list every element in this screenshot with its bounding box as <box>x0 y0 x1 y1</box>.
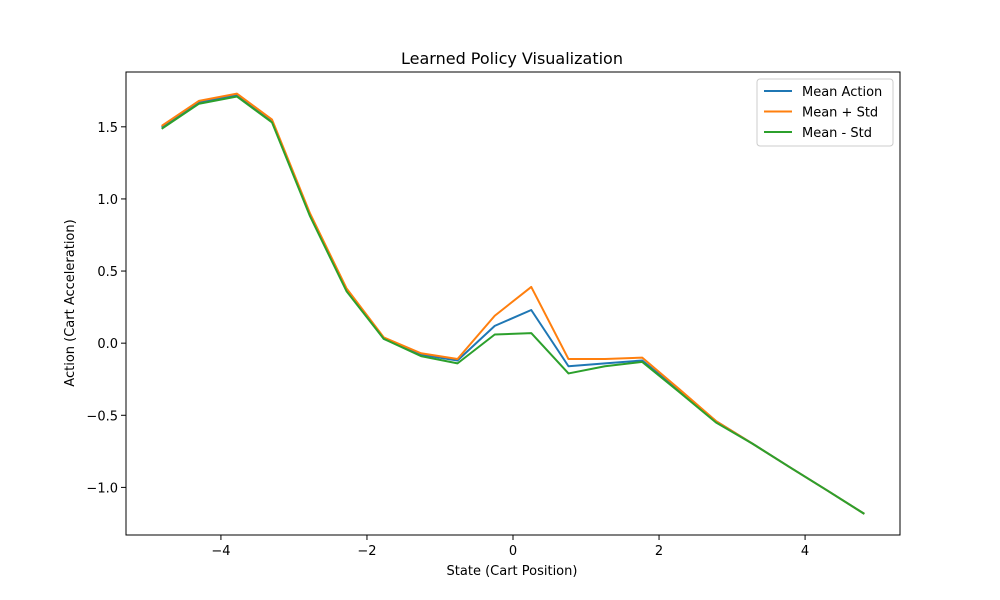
chart-title: Learned Policy Visualization <box>401 49 623 68</box>
series-line-3 <box>161 95 865 515</box>
y-tick-label: −0.5 <box>86 409 118 424</box>
x-tick-label: −4 <box>211 544 230 559</box>
x-tick-label: 2 <box>655 544 663 559</box>
x-axis-ticks: −4 −2 0 2 4 <box>211 535 809 559</box>
legend-label-2: Mean + Std <box>802 106 878 121</box>
series-layer <box>161 92 865 515</box>
y-axis-label: Action (Cart Acceleration) <box>63 219 78 386</box>
y-tick-label: 1.5 <box>97 121 118 136</box>
legend-label-1: Mean Action <box>802 85 882 100</box>
x-tick-label: 4 <box>801 544 809 559</box>
x-tick-label: −2 <box>357 544 376 559</box>
x-axis-label: State (Cart Position) <box>447 564 578 579</box>
legend: Mean Action Mean + Std Mean - Std <box>756 78 894 147</box>
legend-label-3: Mean - Std <box>802 126 872 141</box>
y-tick-label: 0.5 <box>97 265 118 280</box>
y-tick-label: −1.0 <box>86 481 118 496</box>
y-axis-ticks: −1.0 −0.5 0.0 0.5 1.0 1.5 <box>86 121 126 496</box>
legend-box <box>756 78 894 147</box>
y-tick-label: 0.0 <box>97 337 118 352</box>
y-tick-label: 1.0 <box>97 193 118 208</box>
x-tick-label: 0 <box>509 544 517 559</box>
